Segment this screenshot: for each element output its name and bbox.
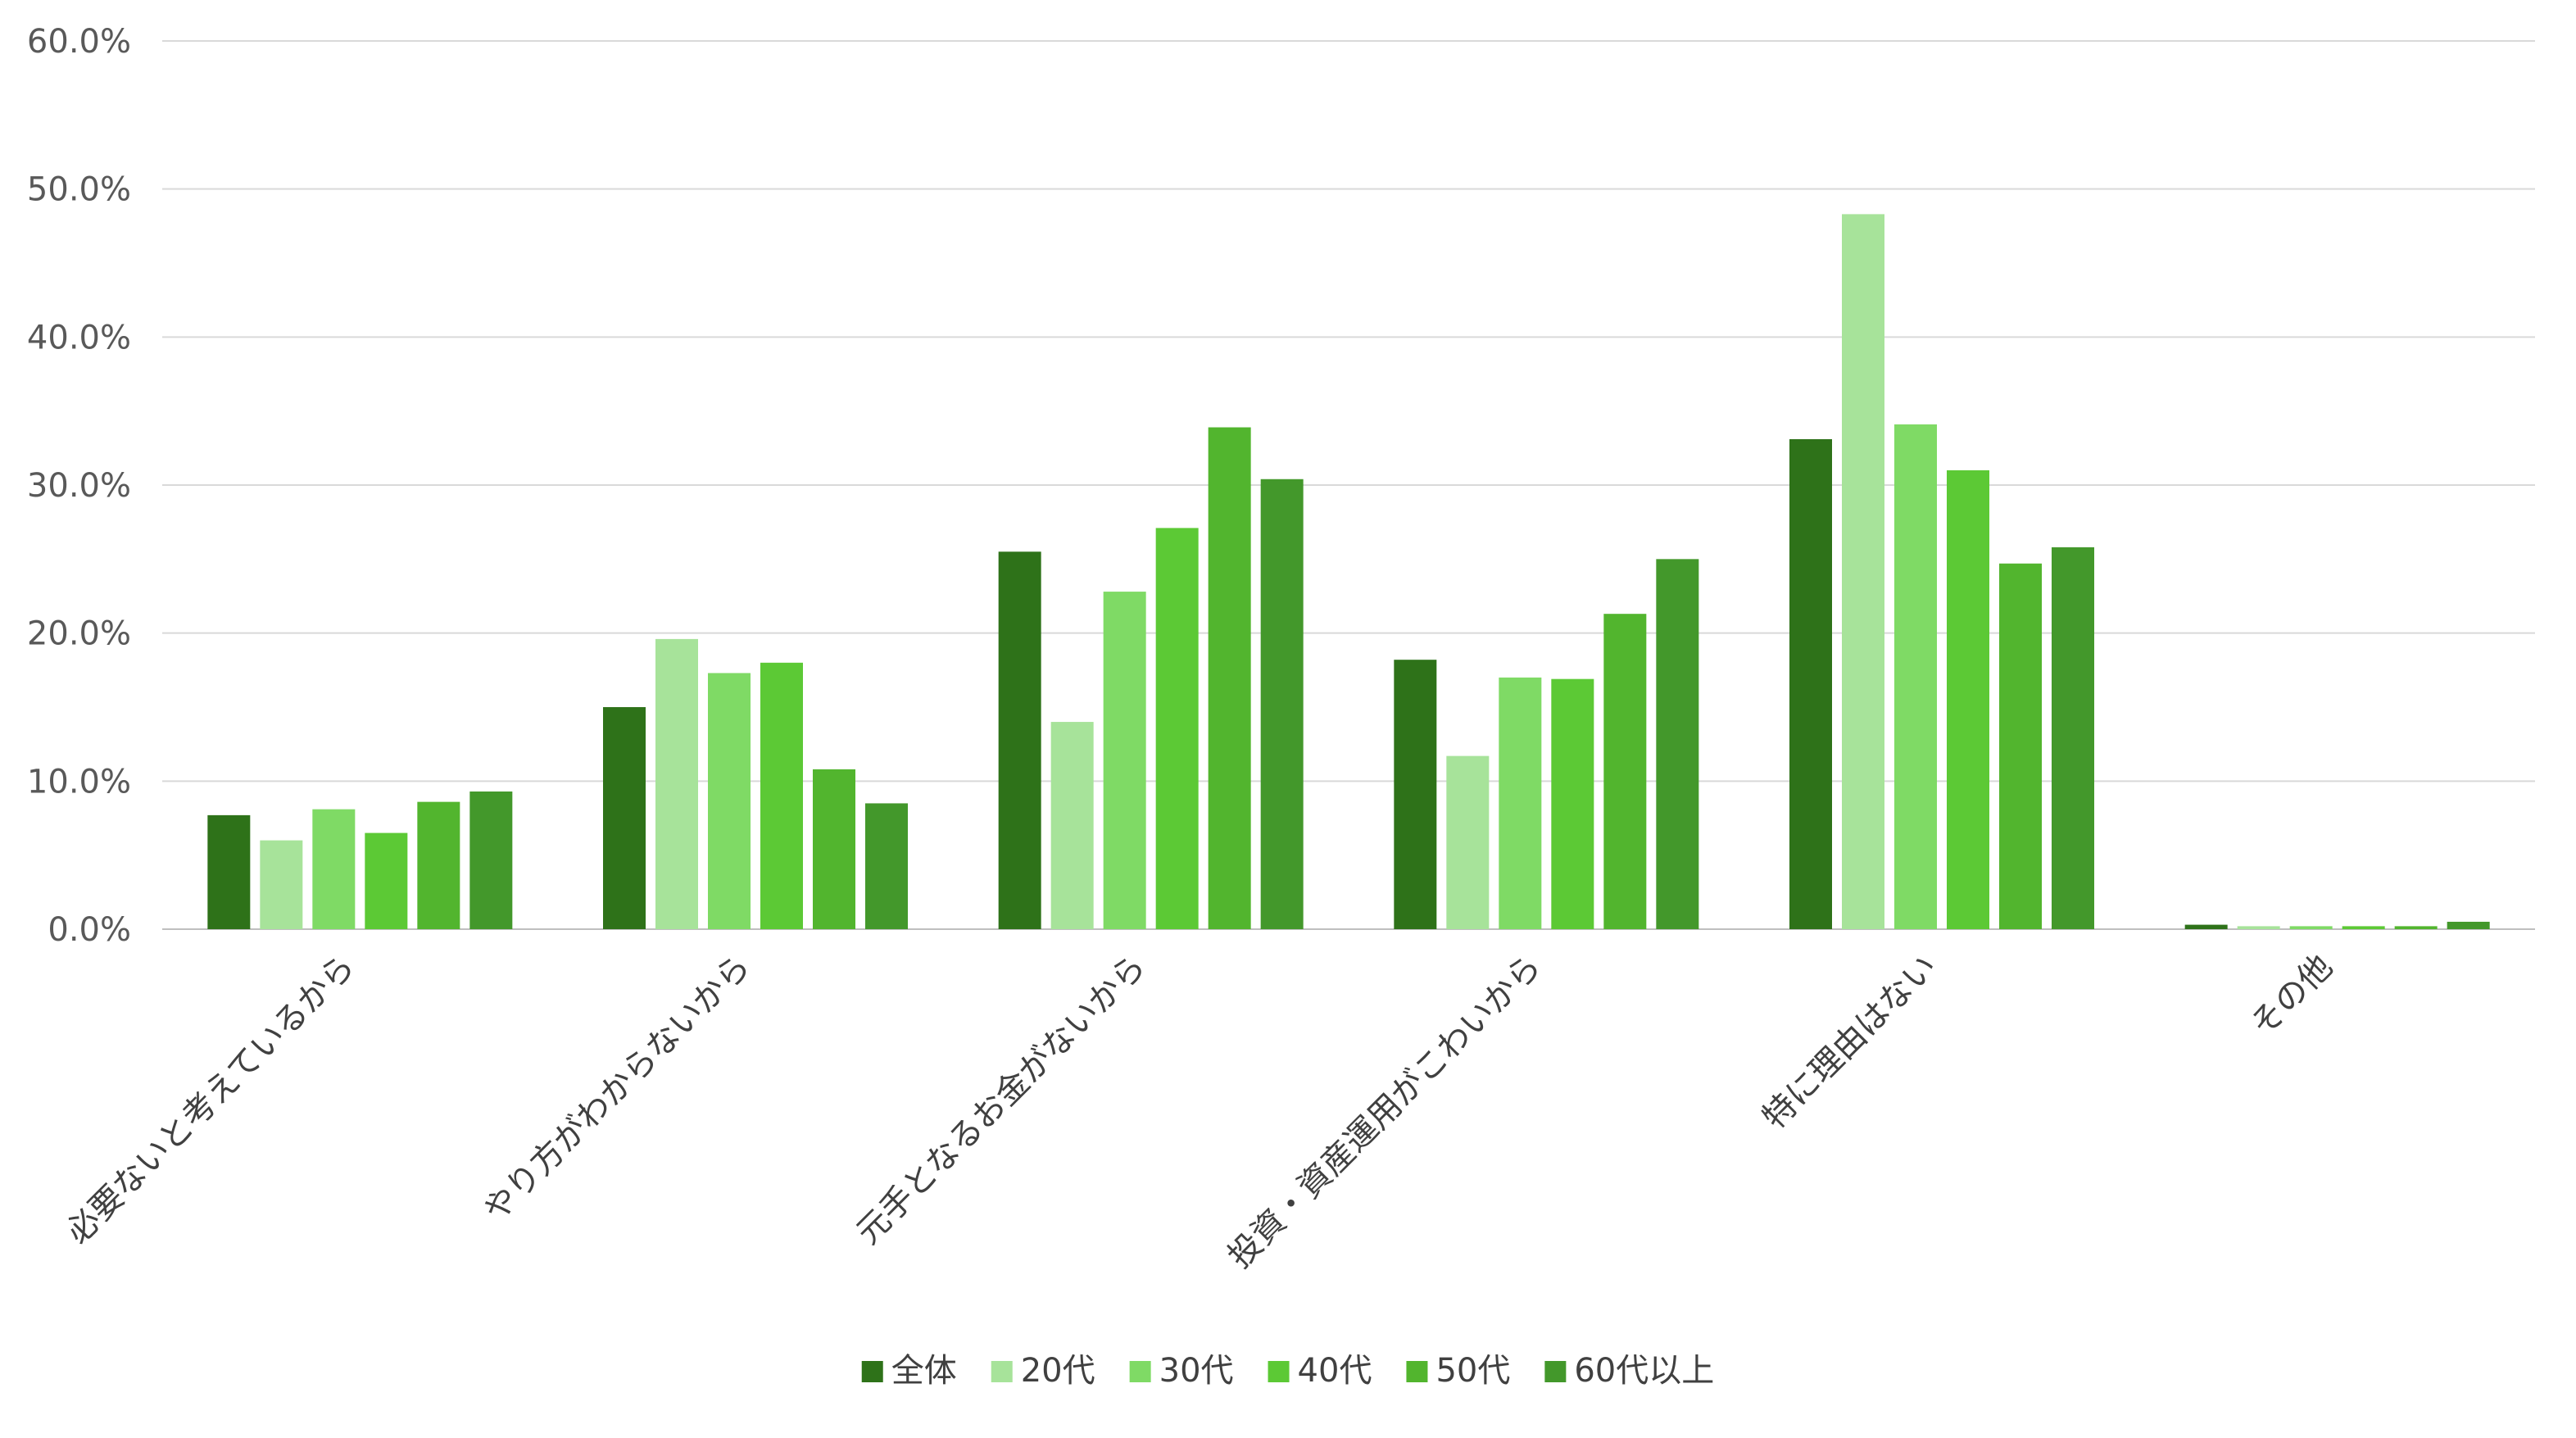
legend-swatch — [1406, 1361, 1428, 1382]
bar — [1894, 424, 1937, 929]
bar — [1155, 528, 1199, 929]
bar — [365, 832, 408, 929]
bar — [1551, 678, 1594, 929]
bar — [865, 803, 908, 929]
bar — [260, 840, 303, 929]
legend-item: 全体 — [861, 1352, 957, 1390]
legend-swatch — [1268, 1361, 1290, 1382]
x-category-label: やり方がわからないから — [476, 948, 758, 1230]
bar — [1999, 563, 2042, 929]
bar — [1603, 614, 1647, 929]
y-tick-label: 30.0% — [27, 467, 131, 505]
legend-label: 60代以上 — [1574, 1352, 1714, 1390]
bar — [1103, 592, 1146, 929]
y-tick-label: 20.0% — [27, 615, 131, 653]
bar — [1050, 722, 1094, 929]
legend-item: 20代 — [991, 1352, 1095, 1390]
gridlines — [162, 40, 2535, 930]
legend-label: 20代 — [1021, 1352, 1095, 1390]
bar — [2289, 926, 2333, 929]
y-tick-label: 10.0% — [27, 763, 131, 801]
legend-label: 全体 — [891, 1352, 957, 1390]
bar — [603, 707, 646, 929]
y-tick-label: 60.0% — [27, 23, 131, 61]
bar — [207, 814, 251, 929]
bar — [1394, 660, 1437, 929]
bars — [207, 214, 2490, 929]
bar — [1499, 677, 1542, 929]
bar — [1260, 479, 1304, 929]
legend-label: 30代 — [1159, 1352, 1234, 1390]
legend-swatch — [861, 1361, 883, 1382]
bar — [760, 662, 803, 929]
bar — [2052, 547, 2094, 929]
legend-swatch — [1129, 1361, 1151, 1382]
legend-item: 40代 — [1268, 1352, 1372, 1390]
bar — [2184, 924, 2228, 929]
bar — [998, 551, 1041, 929]
x-category-label: 特に理由はない — [1756, 948, 1945, 1137]
bar — [2394, 926, 2438, 929]
bar — [655, 638, 698, 929]
x-category-label: 必要ないと考えているから — [59, 948, 363, 1252]
bar — [312, 809, 356, 929]
bar — [1656, 559, 1699, 929]
bar — [2447, 921, 2490, 929]
bar — [813, 769, 855, 929]
legend-label: 40代 — [1298, 1352, 1372, 1390]
x-category-label: 元手となるお金がないから — [850, 948, 1154, 1252]
x-category-label: 投資・資産運用がこわいから — [1221, 948, 1549, 1276]
x-axis-categories: 必要ないと考えているから やり方がわからないから 元手となるお金がないから 投資・資産… — [59, 948, 2340, 1276]
bar — [1947, 470, 1989, 929]
x-category-label: その他 — [2243, 948, 2339, 1044]
legend-label: 50代 — [1435, 1352, 1510, 1390]
bar — [708, 673, 751, 929]
legend-item: 50代 — [1406, 1352, 1510, 1390]
bar — [1789, 438, 1832, 929]
bar — [1208, 427, 1251, 929]
y-tick-label: 50.0% — [27, 171, 131, 209]
legend-swatch — [1544, 1361, 1567, 1382]
y-axis-ticks: 0.0% 10.0% 20.0% 30.0% 40.0% 50.0% 60.0% — [27, 23, 131, 949]
bar — [469, 791, 513, 929]
bar — [1842, 214, 1884, 929]
bar — [417, 801, 460, 929]
bar — [2237, 926, 2280, 929]
bar — [1446, 755, 1490, 929]
legend-swatch — [991, 1361, 1013, 1382]
y-tick-label: 40.0% — [27, 319, 131, 356]
bar — [2342, 926, 2385, 929]
legend-item: 60代以上 — [1544, 1352, 1714, 1390]
y-tick-label: 0.0% — [48, 911, 131, 949]
legend-item: 30代 — [1129, 1352, 1234, 1390]
legend: 全体 20代 30代 40代 50代 60代以上 — [861, 1352, 1714, 1390]
